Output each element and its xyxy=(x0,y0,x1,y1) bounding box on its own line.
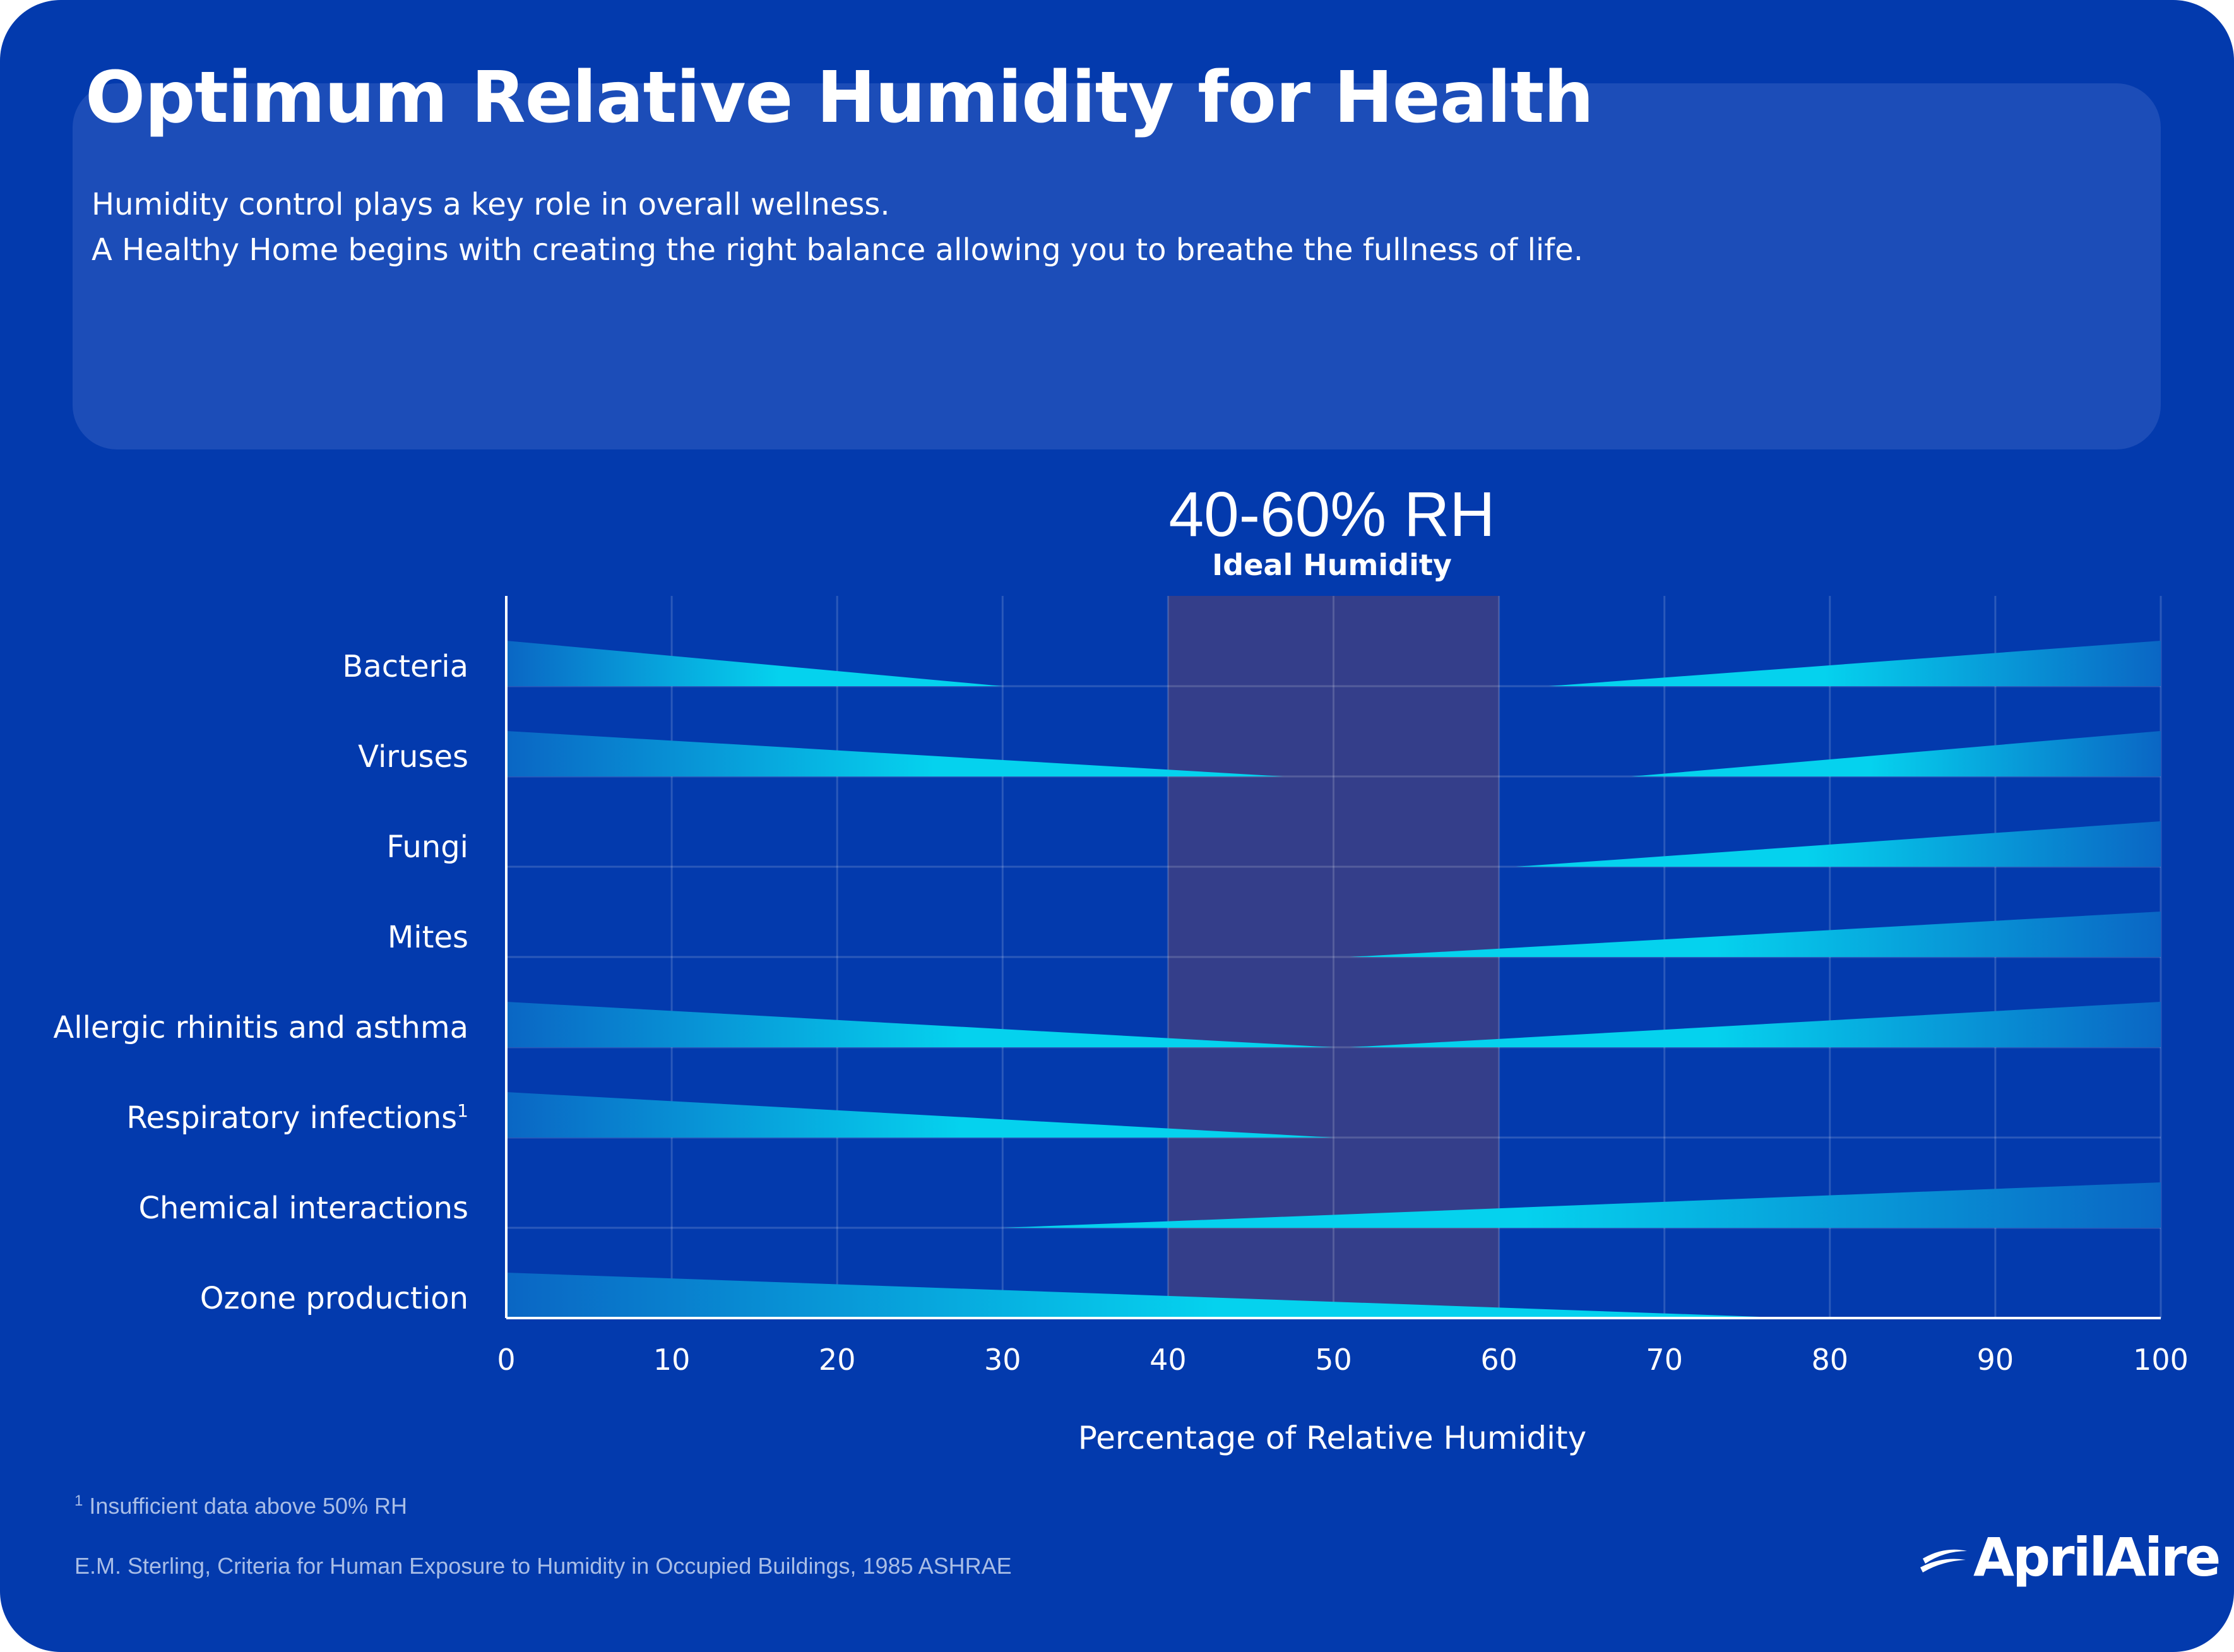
logo-text: AprilAire xyxy=(1973,1526,2221,1588)
x-axis-title: Percentage of Relative Humidity xyxy=(1078,1420,1587,1456)
x-tick-label: 50 xyxy=(1315,1343,1352,1377)
risk-wedge xyxy=(506,1273,1797,1318)
page-title: Optimum Relative Humidity for Health xyxy=(85,57,1594,139)
category-label: Ozone production xyxy=(200,1281,468,1316)
header-panel xyxy=(73,83,2161,449)
risk-wedge xyxy=(1515,821,2161,867)
x-tick-label: 60 xyxy=(1480,1343,1518,1377)
x-tick-label: 10 xyxy=(653,1343,691,1377)
x-tick-label: 80 xyxy=(1812,1343,1849,1377)
category-label: Viruses xyxy=(358,739,468,775)
risk-wedge xyxy=(506,641,1003,686)
footnote-mark: 1 xyxy=(74,1492,83,1509)
x-tick-label: 90 xyxy=(1977,1343,2014,1377)
x-tick-label: 0 xyxy=(497,1343,515,1377)
category-label: Bacteria xyxy=(342,649,468,684)
footnote: 1 Insufficient data above 50% RH xyxy=(74,1492,407,1519)
risk-wedge xyxy=(506,1002,1334,1047)
risk-wedge xyxy=(1350,912,2161,957)
logo-swoosh-icon xyxy=(1920,1549,1967,1572)
subtitle-line-1: Humidity control plays a key role in ove… xyxy=(92,187,890,222)
category-label: Chemical interactions xyxy=(138,1191,468,1226)
ideal-humidity-label: Ideal Humidity xyxy=(1212,548,1452,582)
category-label: Respiratory infections1 xyxy=(126,1100,468,1136)
x-tick-label: 30 xyxy=(984,1343,1021,1377)
subtitle-line-2: A Healthy Home begins with creating the … xyxy=(92,232,1583,268)
risk-wedge xyxy=(1002,1182,2161,1228)
footnote-text: Insufficient data above 50% RH xyxy=(89,1493,408,1519)
risk-wedge xyxy=(506,1092,1334,1138)
citation: E.M. Sterling, Criteria for Human Exposu… xyxy=(74,1553,1012,1579)
aprilaire-logo: AprilAire xyxy=(1919,1523,2221,1592)
risk-wedge xyxy=(1548,641,2161,686)
category-label: Fungi xyxy=(386,829,468,865)
x-tick-label: 100 xyxy=(2133,1343,2189,1377)
risk-wedge xyxy=(1350,1002,2161,1047)
subtitle: Humidity control plays a key role in ove… xyxy=(92,182,1583,273)
ideal-range-label: 40-60% RH xyxy=(1168,479,1495,550)
x-tick-label: 40 xyxy=(1150,1343,1187,1377)
x-tick-label: 70 xyxy=(1646,1343,1683,1377)
risk-wedge xyxy=(1631,731,2161,776)
risk-wedge xyxy=(506,731,1284,776)
category-label: Mites xyxy=(388,920,468,955)
footnote-superscript: 1 xyxy=(457,1100,468,1121)
category-label: Allergic rhinitis and asthma xyxy=(53,1010,468,1045)
x-tick-label: 20 xyxy=(819,1343,856,1377)
